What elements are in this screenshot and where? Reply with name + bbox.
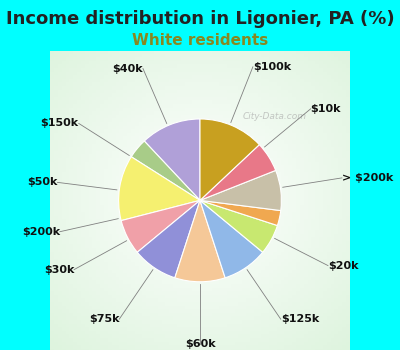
Text: > $200k: > $200k [342, 173, 393, 183]
Text: $200k: $200k [22, 227, 60, 237]
Text: $60k: $60k [185, 339, 215, 349]
Wedge shape [121, 200, 200, 252]
Wedge shape [131, 141, 200, 200]
Wedge shape [200, 170, 281, 211]
Wedge shape [137, 200, 200, 278]
Text: $100k: $100k [253, 62, 291, 72]
Wedge shape [200, 200, 278, 252]
Text: $40k: $40k [112, 64, 143, 74]
Text: $10k: $10k [311, 104, 341, 114]
Text: $20k: $20k [328, 261, 358, 271]
Text: $75k: $75k [89, 314, 119, 324]
Text: White residents: White residents [132, 33, 268, 48]
Text: $150k: $150k [40, 118, 79, 128]
Wedge shape [200, 200, 263, 278]
Text: City-Data.com: City-Data.com [243, 112, 307, 121]
Text: Income distribution in Ligonier, PA (%): Income distribution in Ligonier, PA (%) [6, 10, 394, 28]
Text: $30k: $30k [44, 265, 74, 274]
Wedge shape [144, 119, 200, 200]
Wedge shape [200, 200, 281, 225]
Text: $50k: $50k [27, 177, 58, 187]
Wedge shape [200, 119, 259, 200]
Text: $125k: $125k [281, 314, 319, 324]
Wedge shape [119, 157, 200, 220]
Wedge shape [175, 200, 225, 282]
Wedge shape [200, 145, 276, 200]
